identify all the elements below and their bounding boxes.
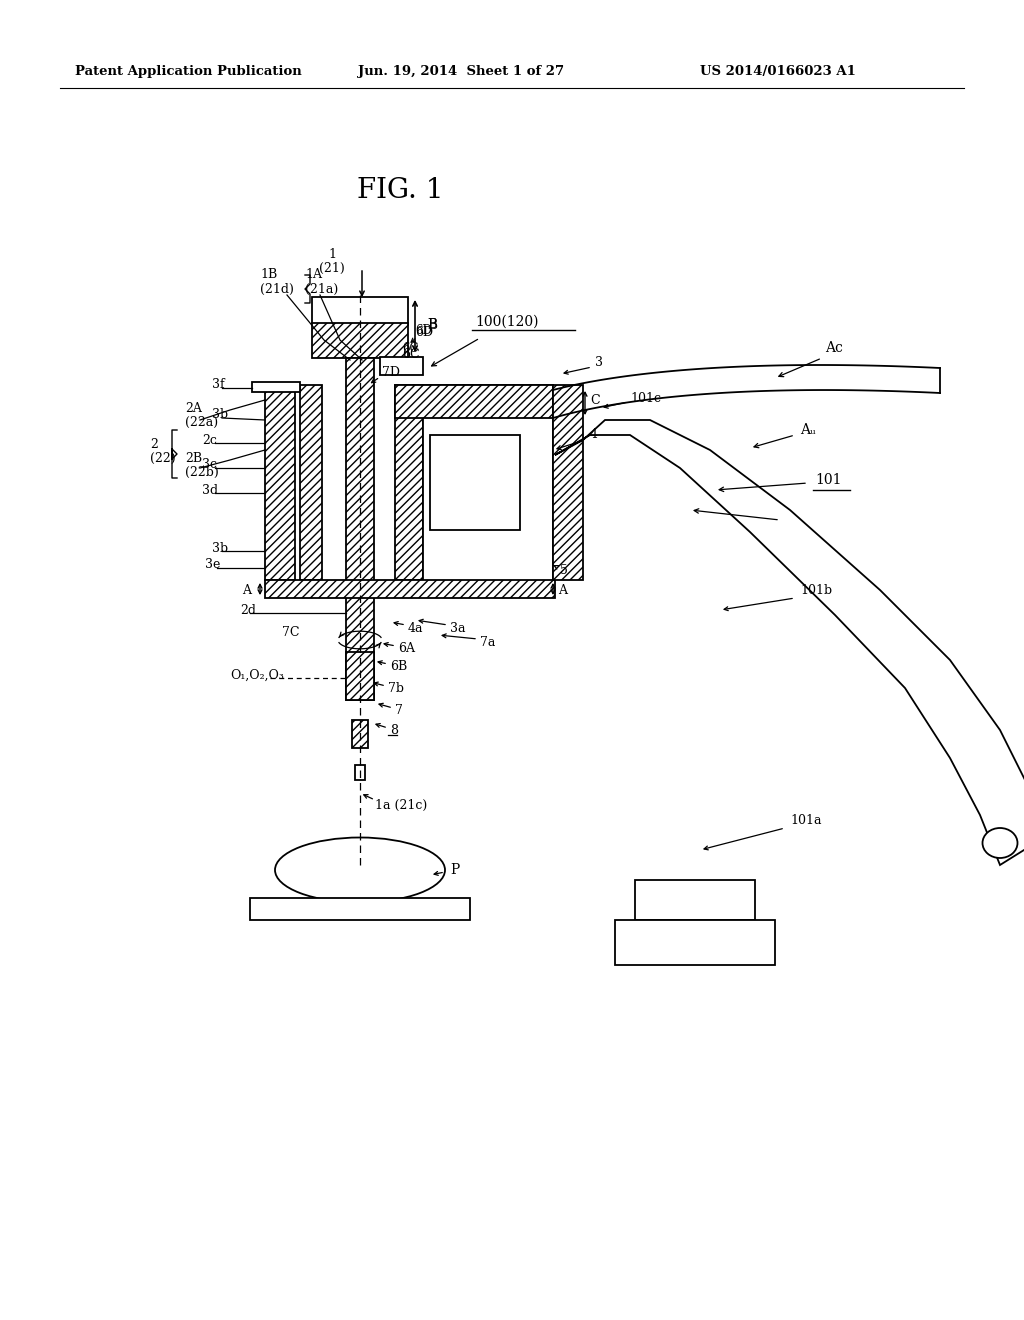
Text: 6A: 6A [398,642,415,655]
Polygon shape [555,420,1024,865]
Text: 100(120): 100(120) [475,315,539,329]
Text: A: A [242,583,251,597]
Text: (21): (21) [319,261,345,275]
Text: (22): (22) [150,451,176,465]
Text: 4a: 4a [408,622,424,635]
Text: 1: 1 [328,248,336,261]
Ellipse shape [982,828,1018,858]
Text: O₁,O₂,O₃: O₁,O₂,O₃ [230,668,284,681]
Text: 5: 5 [560,564,568,577]
Bar [312,323,408,358]
Text: US 2014/0166023 A1: US 2014/0166023 A1 [700,66,856,78]
Bar [346,358,374,700]
Text: 6C: 6C [402,348,420,362]
Bar [312,297,408,325]
Text: 6D: 6D [415,326,433,339]
Text: 3a: 3a [450,622,466,635]
Text: 6B: 6B [390,660,408,672]
Text: 3f: 3f [212,379,224,392]
Text: C: C [590,393,600,407]
Text: 4: 4 [590,429,598,441]
Text: 7D: 7D [382,366,400,379]
Text: 3d: 3d [202,483,218,496]
Bar [265,579,555,598]
Text: P: P [450,863,459,876]
Text: 3: 3 [595,356,603,370]
Bar [250,898,470,920]
Bar [395,385,553,418]
Bar [615,920,775,965]
Text: 2B: 2B [185,451,202,465]
Text: 101: 101 [815,473,842,487]
Bar [352,719,368,748]
Text: (21a): (21a) [305,282,338,296]
Text: 1B: 1B [260,268,278,281]
Bar [430,436,520,531]
Text: 3b: 3b [212,408,228,421]
Text: 101a: 101a [790,813,821,826]
Text: B: B [427,318,437,331]
Text: 6D: 6D [415,323,432,337]
Text: (22b): (22b) [185,466,219,479]
Text: (22a): (22a) [185,416,218,429]
Bar [300,385,322,579]
Text: 1A: 1A [305,268,322,281]
Text: Aᵤ: Aᵤ [800,422,816,437]
Text: Jun. 19, 2014  Sheet 1 of 27: Jun. 19, 2014 Sheet 1 of 27 [358,66,564,78]
Bar [423,385,553,585]
Text: A: A [558,583,567,597]
Bar [355,766,365,780]
Text: 3e: 3e [205,558,220,572]
Text: 7b: 7b [388,681,404,694]
Text: 6C: 6C [402,342,419,355]
Bar [635,880,755,920]
Text: FIG. 1: FIG. 1 [356,177,443,203]
Text: B: B [427,318,437,333]
Text: 2d: 2d [240,603,256,616]
Text: Ac: Ac [825,341,843,355]
Text: 101c: 101c [630,392,662,404]
Text: 7a: 7a [480,635,496,648]
Bar [380,356,423,375]
Ellipse shape [275,837,445,903]
Text: 1a (21c): 1a (21c) [375,799,427,812]
Bar [265,385,295,579]
Bar [252,381,300,392]
Text: 2: 2 [150,437,158,450]
Text: 7C: 7C [282,627,299,639]
Text: 2c: 2c [202,433,217,446]
Text: 8: 8 [390,723,398,737]
Bar [553,385,583,579]
Text: 3b: 3b [212,541,228,554]
Text: 101b: 101b [800,583,833,597]
Text: 2A: 2A [185,401,202,414]
Text: Patent Application Publication: Patent Application Publication [75,66,302,78]
Text: 3c: 3c [202,458,217,471]
Bar [346,652,374,700]
Text: (21d): (21d) [260,282,294,296]
Bar [395,385,423,579]
Text: 7: 7 [395,704,402,717]
